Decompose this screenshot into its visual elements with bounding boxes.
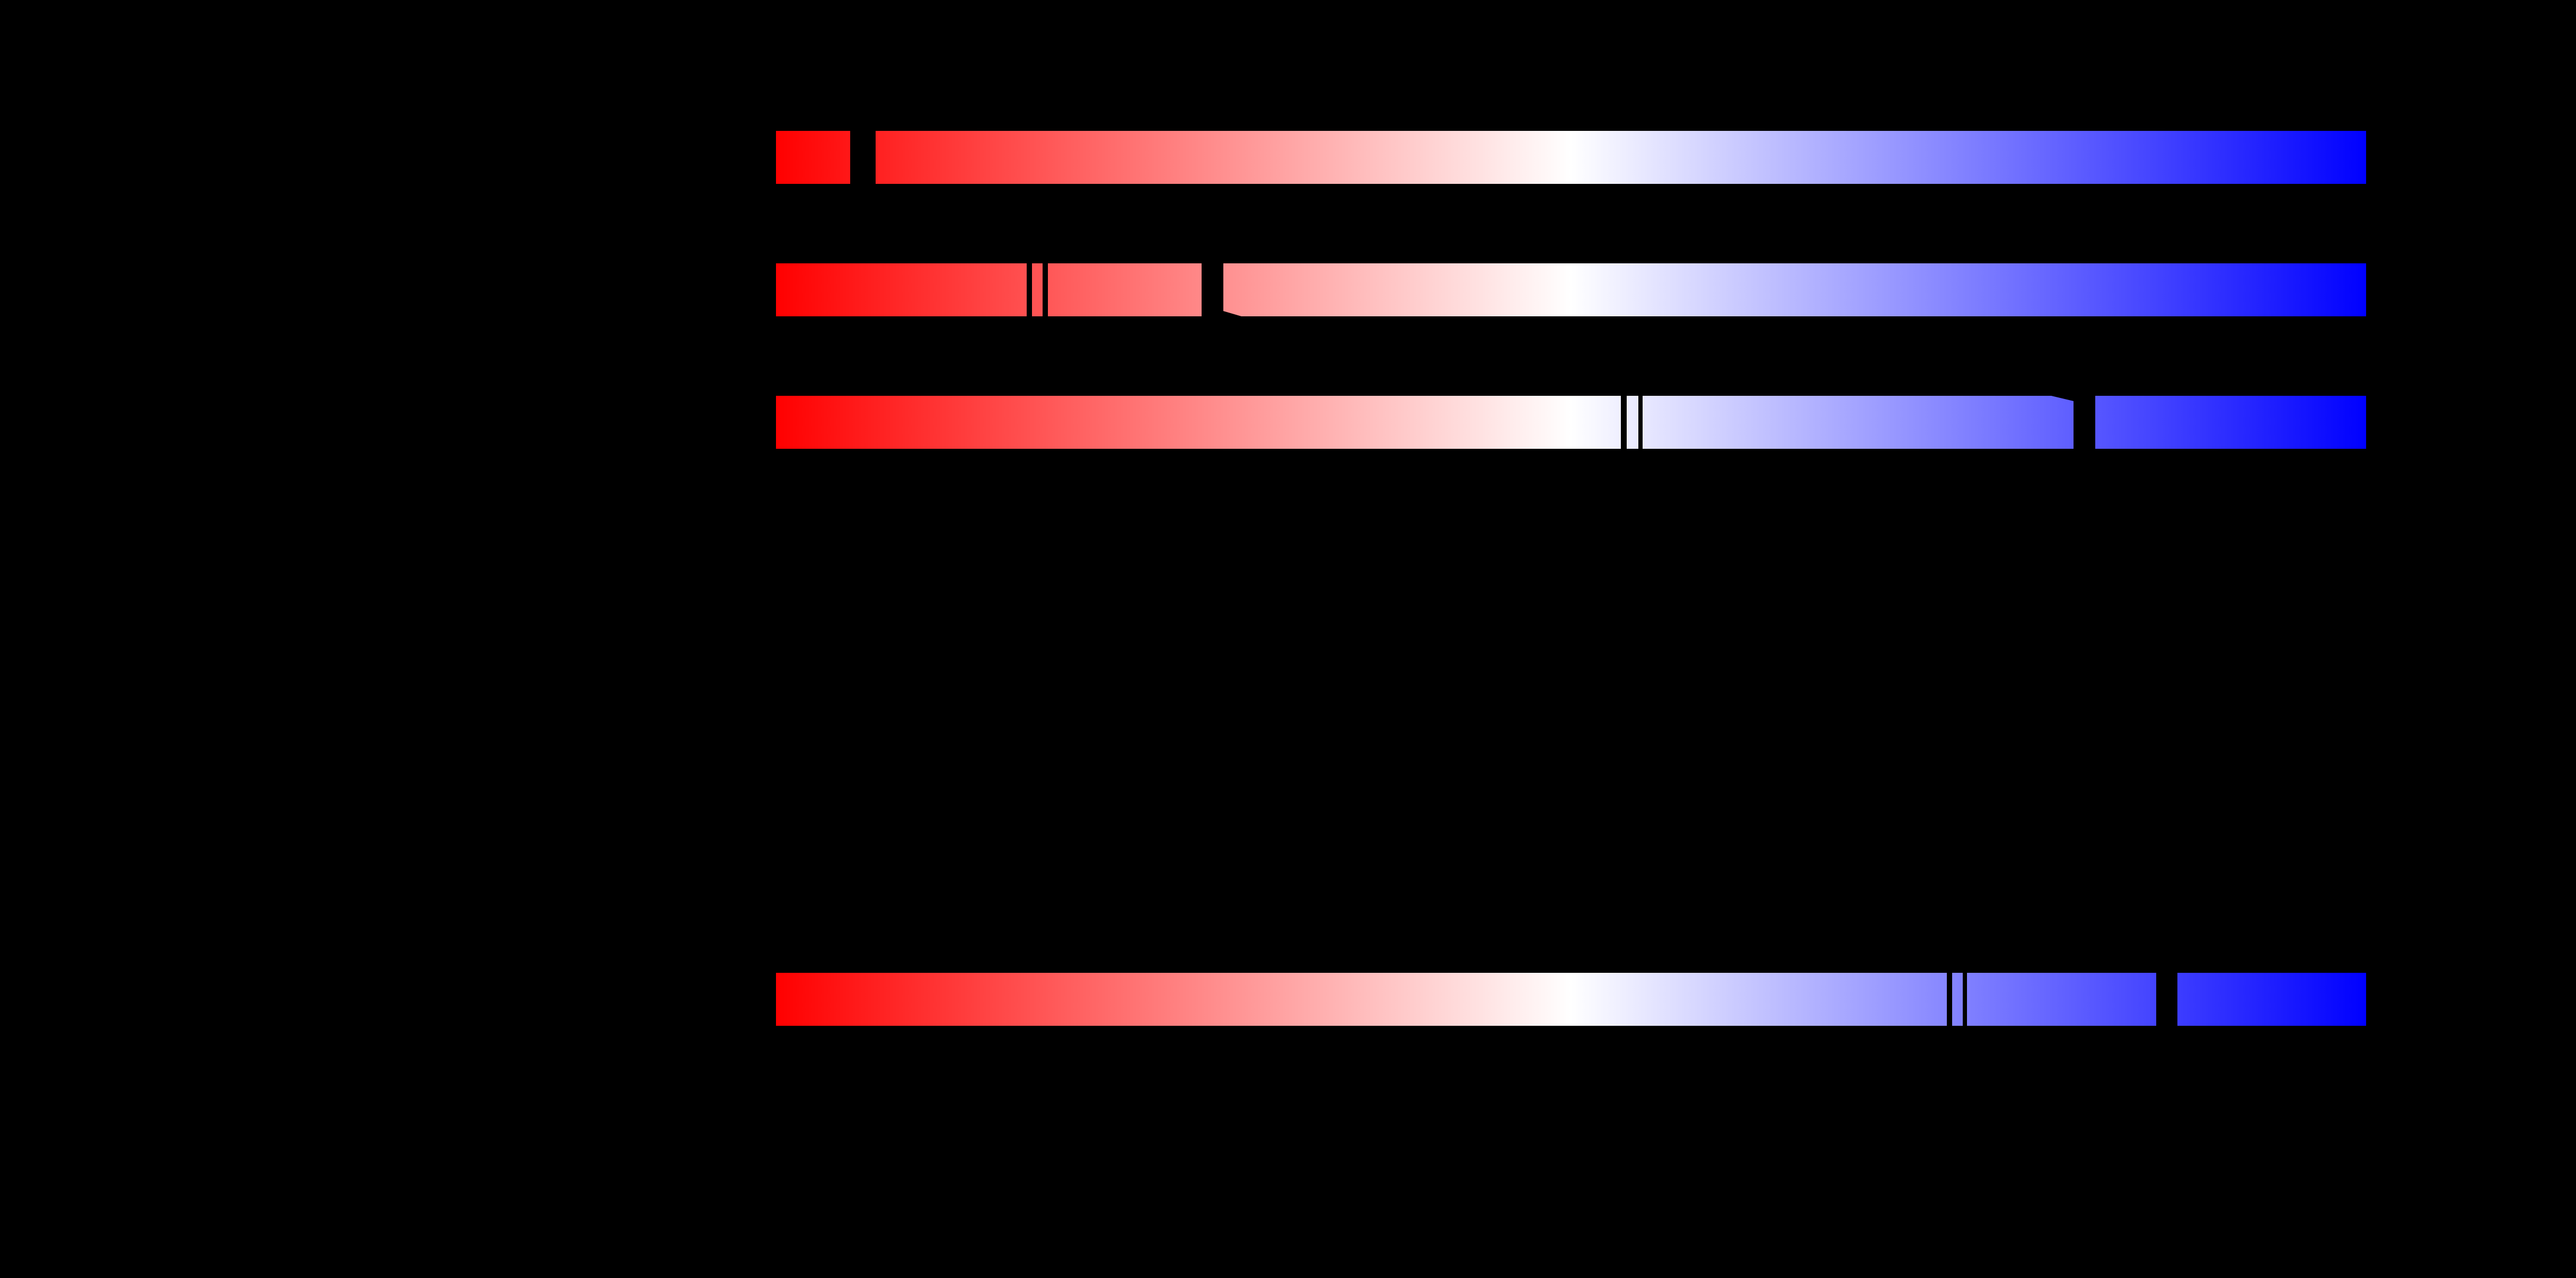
- strip-segment: [1627, 396, 1638, 449]
- strip-segment: [1032, 263, 1043, 316]
- gradient-strip-row-2: [776, 263, 2366, 316]
- gradient-strip-row-4: [776, 973, 2366, 1026]
- strip-segment: [1967, 973, 2156, 1026]
- strip-segment: [776, 973, 1947, 1026]
- strip-segment: [776, 131, 850, 184]
- strip-segment: [1643, 396, 2074, 449]
- strip-segment: [876, 131, 2366, 184]
- strip-segment: [776, 396, 1621, 449]
- gradient-strip-row-3: [776, 396, 2366, 449]
- gradient-strip-row-1: [776, 131, 2366, 184]
- strip-segment: [776, 263, 1027, 316]
- strip-segment: [2177, 973, 2366, 1026]
- strip-segment: [1223, 263, 2366, 316]
- strip-segment: [1048, 263, 1202, 316]
- strip-segment: [2095, 396, 2366, 449]
- strip-segment: [1952, 973, 1963, 1026]
